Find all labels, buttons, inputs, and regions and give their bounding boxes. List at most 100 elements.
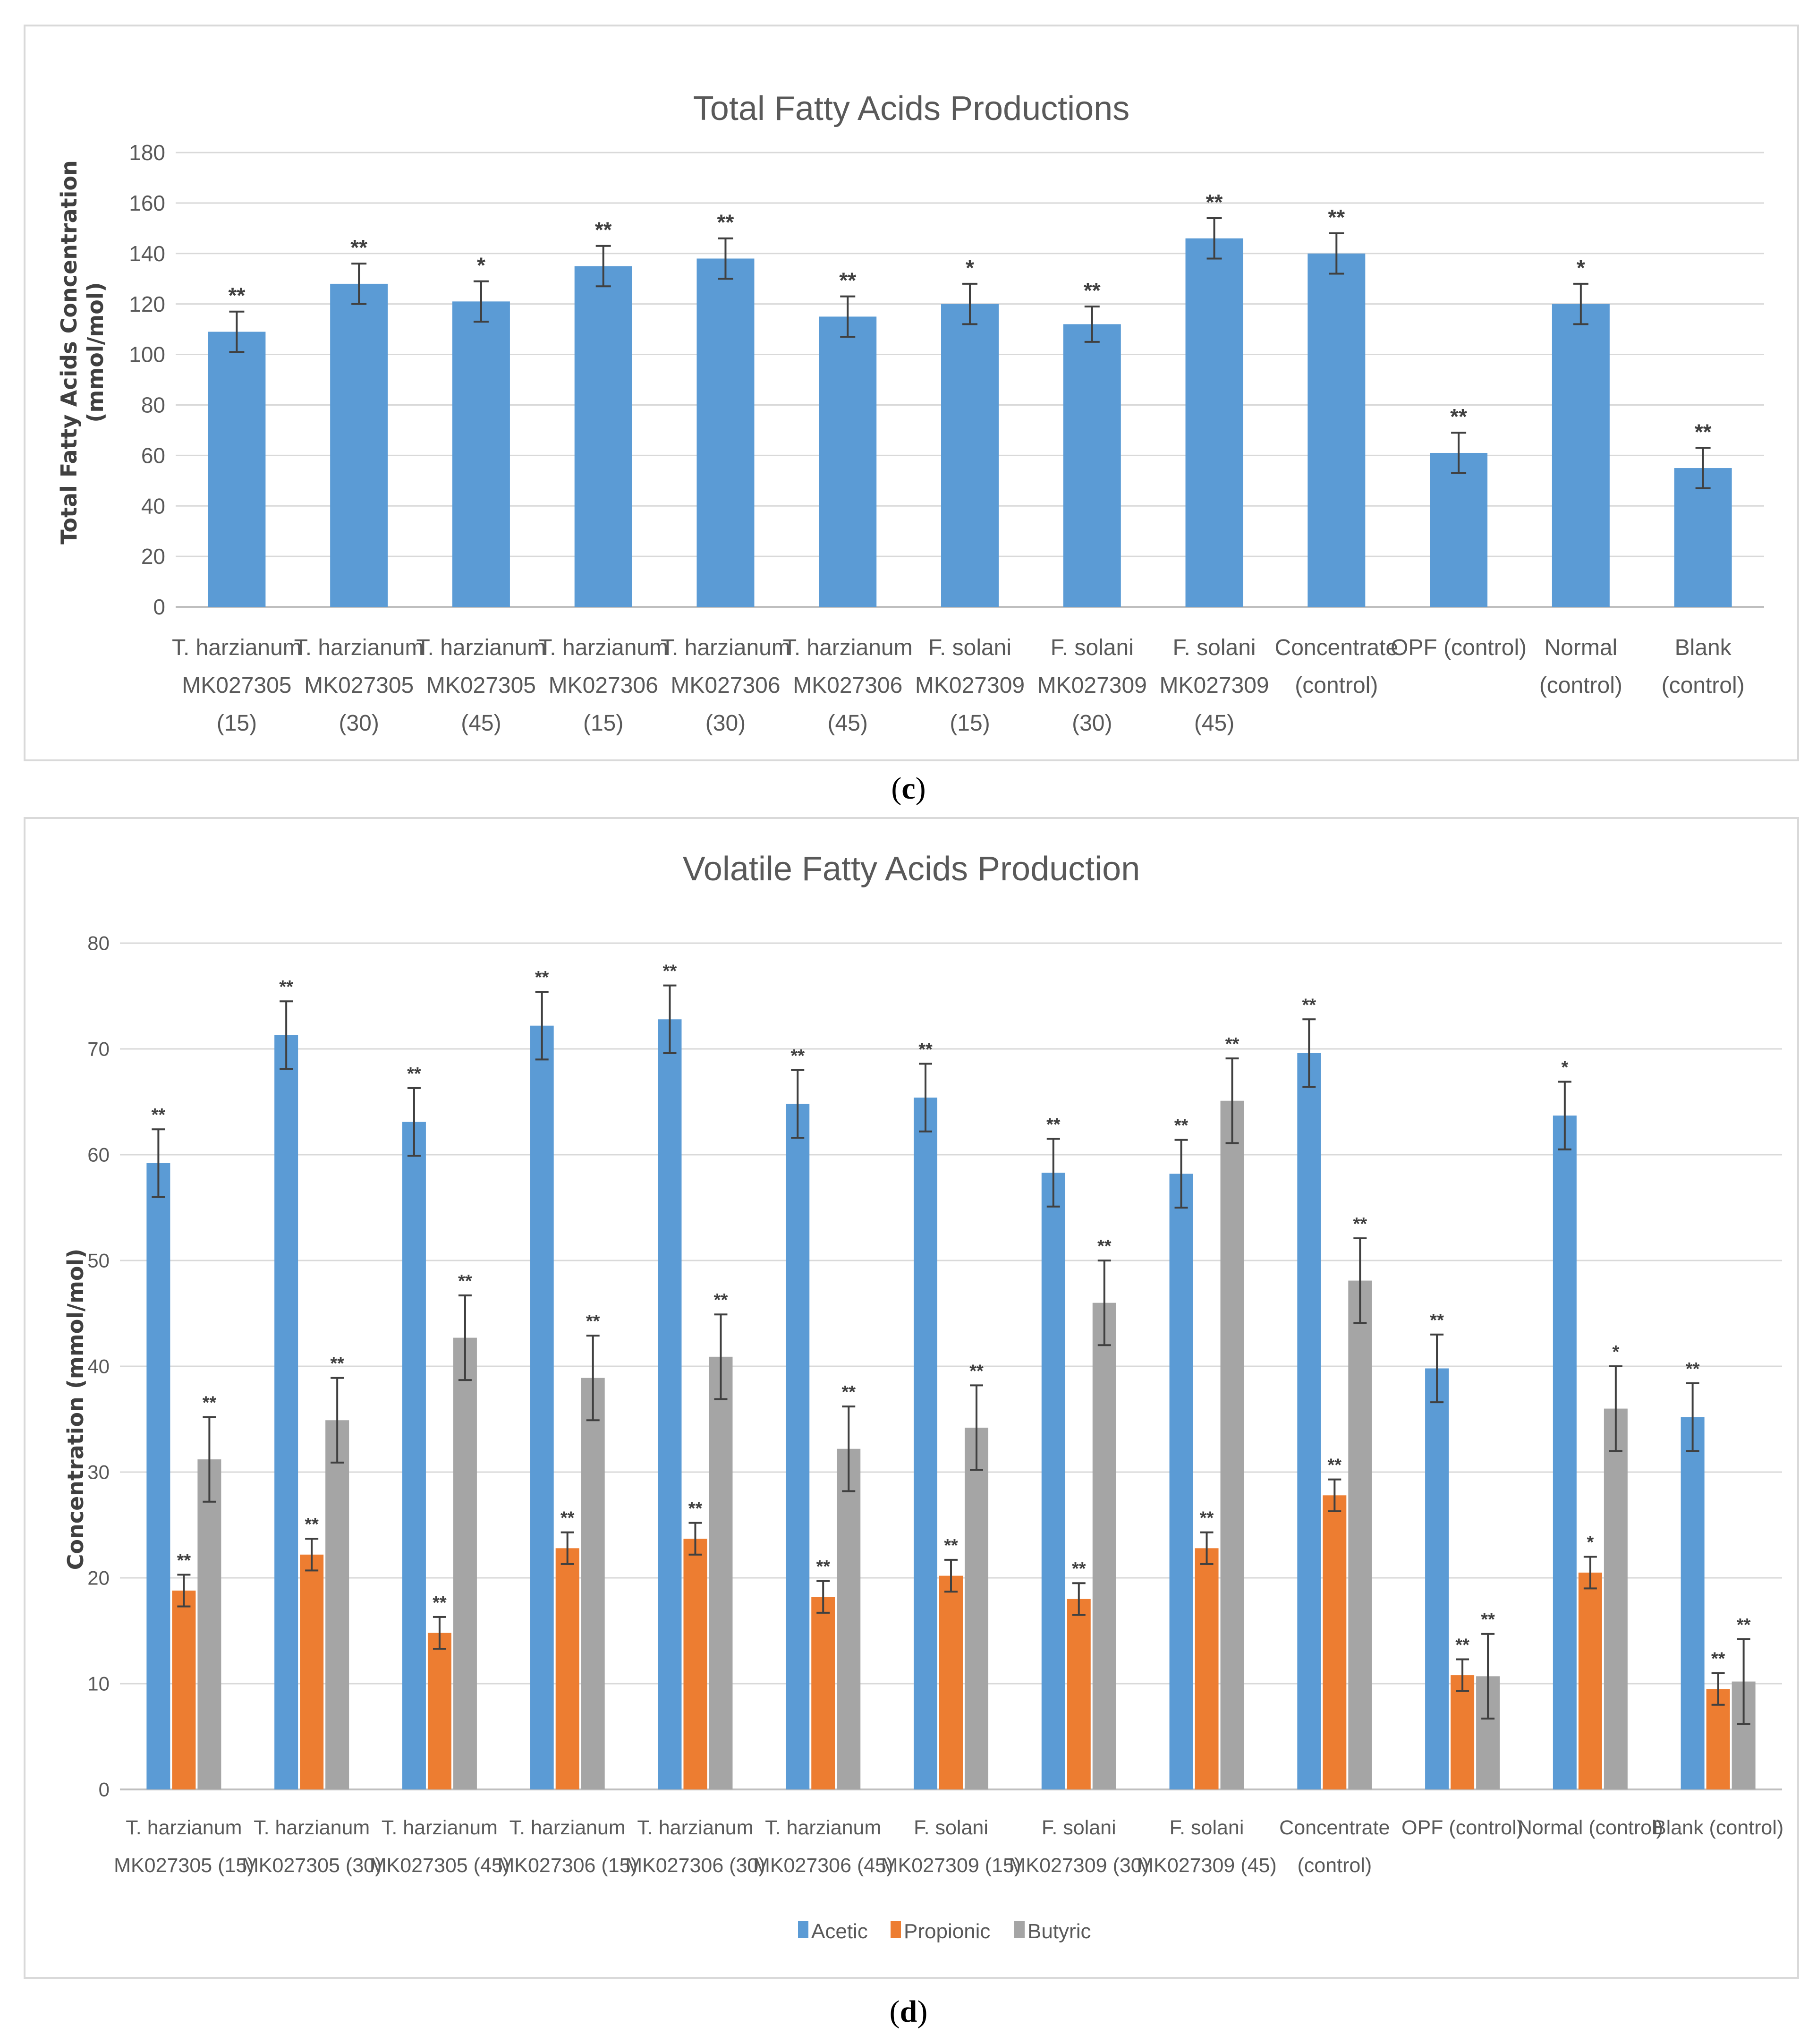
significance-label: ** [350,235,367,260]
bar-acetic [914,1098,937,1789]
significance-label: ** [1328,205,1345,230]
y-tick-label: 30 [87,1461,110,1483]
significance-label: * [477,253,485,278]
significance-label: * [966,256,974,280]
x-tick-label-line: F. solani [1172,635,1256,660]
x-tick-label: T. harzianum MK027305 (30) [242,1816,382,1877]
significance-label: ** [203,1393,217,1413]
x-tick-label-line: Concentrate [1279,1816,1390,1839]
chart-title: Total Fatty Acids Productions [693,90,1129,128]
bar-acetic [1297,1053,1321,1789]
volatile-fatty-acids-chart: Volatile Fatty Acids Production Concentr… [63,850,1783,1943]
x-tick-label-line: T. harzianum [783,635,913,660]
x-tick-label-line: MK027309 [1037,673,1147,698]
bar-butyric [1604,1408,1628,1789]
significance-label: ** [1430,1311,1444,1330]
x-tick-label: T. harzianum MK027306 (15) [497,1816,637,1877]
bar-acetic [402,1122,426,1789]
significance-label: ** [663,962,677,981]
x-tick-label: F. solani MK027309 (30) [1037,635,1147,736]
significance-label: ** [1686,1359,1700,1379]
x-tick-label: T. harzianum MK027306 (45) [753,1816,893,1877]
bar-propionic [1323,1495,1347,1789]
significance-label: ** [177,1550,191,1570]
legend-swatch-propionic [891,1921,901,1938]
x-tick-label: Concentrate (control) [1275,635,1399,698]
significance-label: * [1587,1533,1594,1552]
x-tick-label-line: MK027305 (45) [370,1854,509,1877]
significance-label: ** [841,1382,856,1402]
legend-label-butyric: Butyric [1027,1920,1091,1943]
x-tick-label-line: MK027306 [549,673,658,698]
significance-label: ** [586,1312,600,1331]
x-tick-labels: T. harzianum MK027305 (15)T. harzianum MK02… [172,635,1745,736]
significance-label: * [1612,1342,1619,1362]
significance-label: ** [1206,190,1223,214]
bar-butyric [325,1420,349,1789]
x-tick-labels: T. harzianum MK027305 (15)T. harzianum MK0… [114,1816,1783,1877]
significance-label: ** [969,1361,984,1381]
x-tick-label: F. solani MK027309 (30) [1009,1816,1149,1877]
significance-label: ** [944,1536,958,1556]
y-tick-label: 50 [87,1250,110,1272]
y-axis-label: Concentration (mmol/mol) [63,1249,88,1570]
x-tick-label-line: F. solani [1170,1816,1244,1839]
bar-butyric [837,1448,861,1789]
y-tick-label: 40 [141,494,165,518]
x-tick-label-line: F. solani [928,635,1011,660]
significance-label: ** [1737,1615,1751,1635]
x-tick-label: Blank (control) [1653,1816,1783,1839]
x-tick-label: T. harzianum MK027305 (15) [114,1816,254,1877]
bar-total [1430,452,1488,607]
x-tick-label-line: MK027306 [793,673,902,698]
x-tick-label-line: T. harzianum [765,1816,881,1839]
x-tick-label: T. harzianum MK027305 (45) [416,635,546,736]
bar-propionic [1195,1548,1219,1789]
x-tick-label: OPF (control) [1391,635,1527,660]
y-tick-label: 80 [141,393,165,417]
bar-propionic [172,1590,196,1789]
significance-label: ** [1353,1214,1367,1234]
significance-label: ** [1174,1116,1189,1136]
bar-total [819,316,877,607]
y-tick-label: 0 [153,595,165,619]
x-tick-label-line: MK027306 (30) [625,1854,765,1877]
x-tick-label-line: F. solani [1042,1816,1116,1839]
y-tick-label: 70 [87,1038,110,1060]
x-tick-label-line: OPF (control) [1401,1816,1523,1839]
y-tick-label: 140 [129,241,165,266]
caption-c-letter: c [901,771,916,806]
x-tick-label: F. solani MK027309 (45) [1159,635,1269,736]
legend-swatch-acetic [798,1921,808,1938]
x-tick-label-line: (control) [1295,673,1378,698]
x-tick-label-line: MK027309 (30) [1009,1854,1149,1877]
bar-propionic [939,1576,963,1789]
bar-propionic [1067,1599,1091,1789]
bar-butyric [197,1459,221,1789]
x-tick-label-line: T. harzianum [294,635,424,660]
x-tick-label-line: Normal (control) [1518,1816,1663,1839]
x-tick-label: T. harzianum MK027306 (30) [625,1816,765,1877]
x-tick-label-line: Blank (control) [1653,1816,1783,1839]
bar-butyric [453,1337,477,1789]
bar-total [1552,304,1610,607]
significance-label: ** [816,1557,830,1577]
x-tick-label-line: (15) [950,711,990,736]
x-tick-label-line: MK027305 [304,673,414,698]
caption-c: (c) [891,771,926,806]
x-tick-label-line: (30) [705,711,746,736]
error-bars [229,217,1711,489]
bar-total [452,301,510,607]
legend: Acetic Propionic Butyric [798,1920,1091,1943]
x-tick-label-line: T. harzianum [661,635,790,660]
caption-d-letter: d [900,1994,917,2029]
legend-swatch-butyric [1014,1921,1025,1938]
x-tick-label-line: F. solani [1051,635,1134,660]
x-tick-label-line: MK027305 [182,673,291,698]
x-tick-label-line: T. harzianum [637,1816,753,1839]
x-tick-label: Concentrate (control) [1279,1816,1390,1877]
x-tick-label-line: MK027309 [1159,673,1269,698]
bar-total [574,266,632,607]
x-tick-label-line: (30) [339,711,379,736]
x-tick-label-line: MK027309 (15) [881,1854,1021,1877]
